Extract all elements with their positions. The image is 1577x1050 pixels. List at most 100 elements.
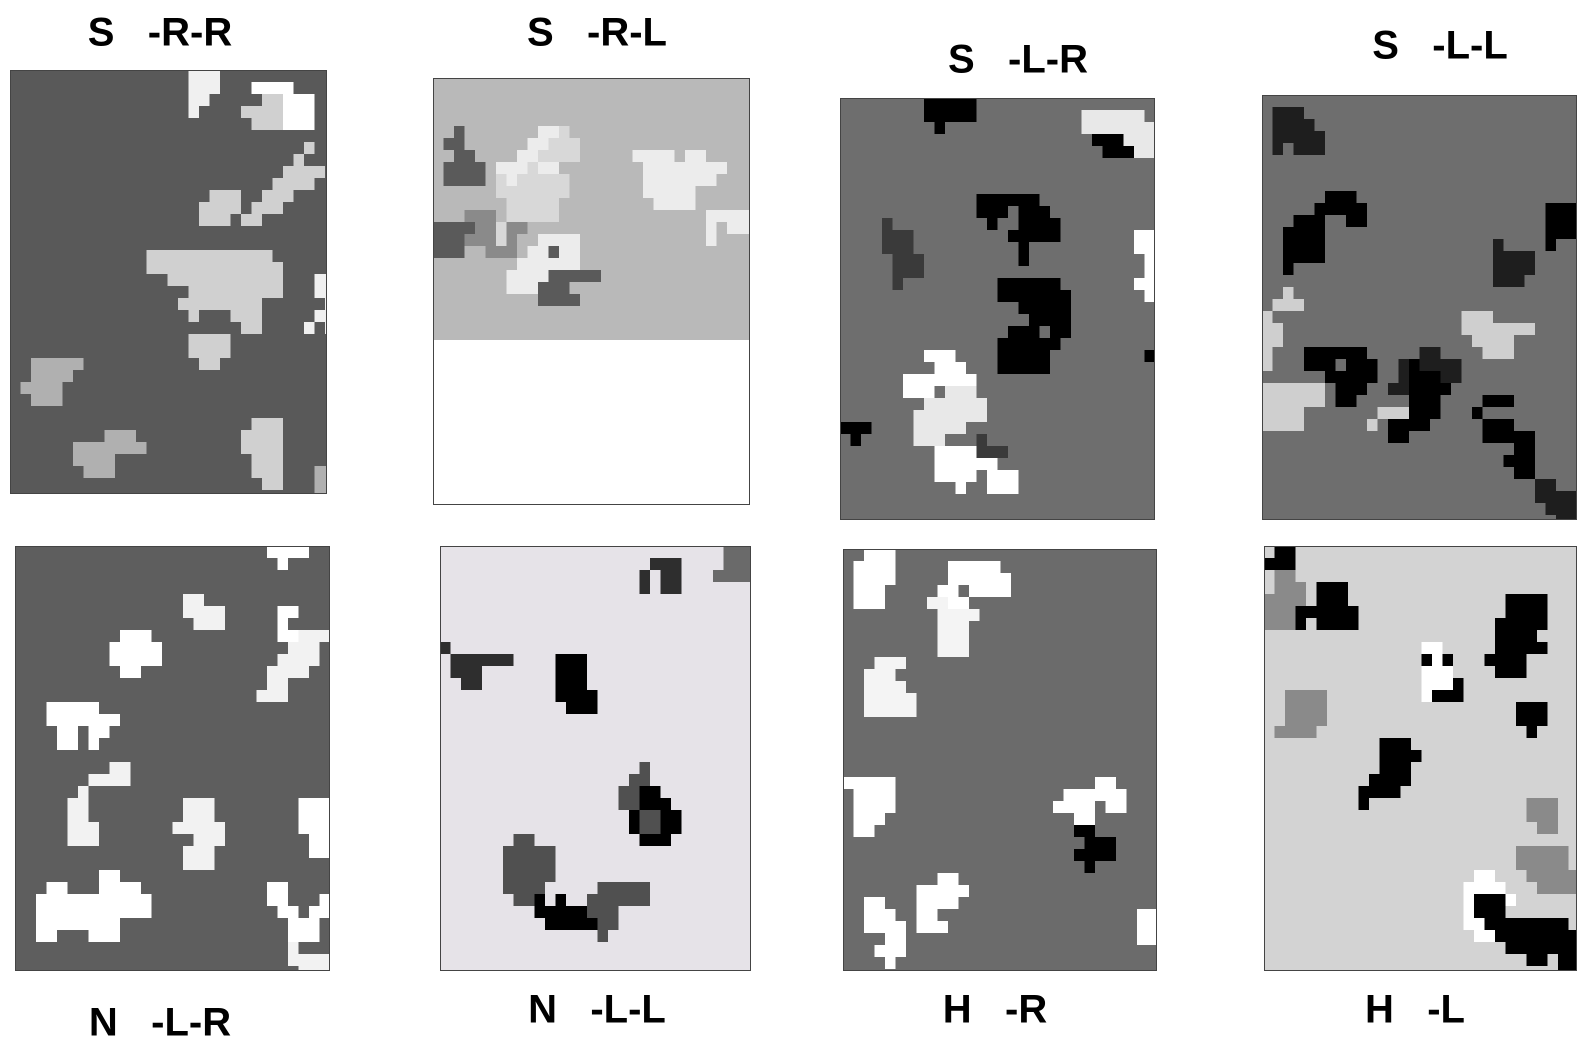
pixel-block	[661, 570, 682, 594]
pixel-block	[1380, 750, 1401, 762]
panel-label: S -R-R	[88, 11, 233, 55]
pixel-block	[713, 570, 724, 582]
pixel-block	[496, 222, 507, 246]
pixel-block	[1085, 789, 1117, 801]
pixel-block	[1558, 942, 1569, 966]
pixel-block	[262, 274, 283, 298]
pixel-block	[419, 630, 440, 642]
pixel-block	[927, 921, 948, 933]
pixel-block	[559, 282, 570, 294]
pixel-block	[1145, 230, 1156, 254]
pixel-block	[1422, 678, 1433, 702]
pixel-block	[566, 918, 577, 930]
pixel-block	[1053, 801, 1074, 813]
pixel-block	[1155, 326, 1176, 338]
pixel-block	[241, 442, 252, 454]
pixel-block	[1378, 407, 1410, 419]
pixel-block	[178, 298, 210, 310]
pixel-block	[675, 174, 696, 186]
pixel-block	[893, 278, 904, 290]
pixel-block	[430, 630, 441, 642]
pixel-block	[147, 250, 158, 274]
pixel-block	[1074, 789, 1085, 801]
pixel-block	[1074, 849, 1106, 861]
pixel-block	[183, 798, 194, 822]
pixel-block	[99, 774, 110, 786]
panel-image	[1231, 95, 1577, 527]
pixel-block	[1040, 290, 1051, 314]
pixel-block	[854, 585, 886, 609]
pixel-block	[1506, 606, 1517, 630]
pixel-block	[549, 294, 581, 306]
pixel-block	[1155, 230, 1176, 242]
pixel-block	[640, 570, 651, 594]
pixel-block	[210, 286, 221, 310]
panel-image	[1264, 546, 1577, 978]
pixel-block	[927, 897, 959, 909]
pixel-block	[1546, 227, 1557, 251]
pixel-block	[1472, 407, 1483, 419]
pixel-block	[914, 410, 925, 434]
pixel-block	[538, 174, 570, 186]
pixel-block	[252, 118, 273, 130]
pixel-block	[1155, 314, 1176, 338]
pixel-block	[633, 150, 644, 162]
panel: H -R	[843, 549, 1190, 1032]
panel-background	[843, 549, 1157, 971]
pixel-block	[419, 642, 440, 654]
pixel-block	[304, 322, 315, 334]
pixel-block	[1504, 263, 1536, 275]
pixel-block	[524, 846, 556, 870]
pixel-block	[864, 561, 896, 585]
pixel-block	[885, 801, 896, 813]
pixel-block	[935, 122, 946, 134]
pixel-block	[738, 210, 749, 222]
pixel-block	[194, 606, 226, 630]
panel-label: H -R	[943, 988, 1048, 1032]
pixel-block	[1103, 110, 1114, 134]
pixel-block	[440, 642, 451, 654]
panel-label: S -L-R	[948, 38, 1088, 82]
pixel-block	[444, 138, 465, 150]
pixel-block	[1166, 218, 1198, 242]
pixel-block	[278, 630, 289, 642]
pixel-block	[570, 234, 581, 246]
pixel-block	[120, 642, 152, 654]
pixel-block	[1155, 338, 1187, 362]
pixel-block	[273, 178, 294, 202]
pixel-block	[241, 214, 262, 226]
pixel-block	[1064, 789, 1075, 801]
pixel-block	[1569, 930, 1577, 954]
pixel-block	[288, 522, 320, 546]
pixel-block	[1474, 894, 1506, 918]
pixel-block	[1317, 582, 1349, 594]
pixel-block	[299, 630, 331, 642]
pixel-block	[57, 726, 78, 750]
pixel-block	[1148, 921, 1169, 933]
pixel-block	[1273, 107, 1305, 131]
pixel-block	[945, 470, 966, 482]
pixel-block	[1336, 347, 1368, 359]
pixel-block	[412, 234, 433, 258]
pixel-block	[1019, 242, 1030, 266]
pixel-block	[1158, 921, 1169, 933]
pixel-block	[966, 410, 987, 422]
panel-image	[10, 70, 357, 502]
pixel-block	[664, 150, 675, 162]
pixel-block	[1527, 702, 1548, 726]
pixel-block	[875, 669, 896, 681]
pixel-block	[68, 906, 89, 918]
pixel-block	[1569, 954, 1577, 978]
pixel-block	[1306, 606, 1317, 618]
pixel-block	[914, 386, 925, 398]
pixel-block	[1369, 774, 1380, 786]
pixel-block	[1483, 335, 1494, 359]
pixel-block	[419, 630, 440, 654]
pixel-block	[956, 398, 988, 410]
pixel-block	[110, 762, 121, 774]
pixel-block	[643, 174, 664, 198]
pixel-block	[1008, 194, 1040, 206]
panel-label: N -L-L	[528, 988, 666, 1032]
pixel-block	[252, 286, 263, 298]
pixel-block	[629, 774, 640, 798]
